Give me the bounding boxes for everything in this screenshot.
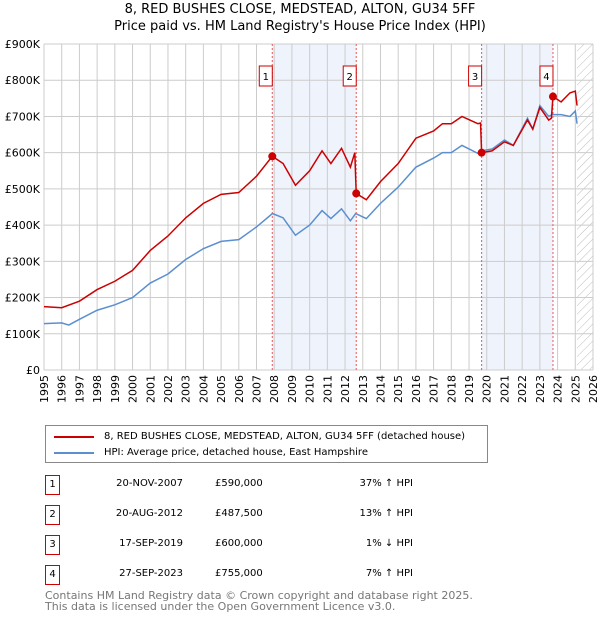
x-tick-label: 2012	[339, 375, 352, 403]
property-price-line	[43, 90, 578, 309]
shaded-period	[481, 44, 553, 370]
sale-label: 4	[543, 72, 549, 83]
sale-hpi-diff: 13% ↑ HPI	[359, 508, 413, 519]
x-tick-label: 2014	[374, 375, 387, 403]
x-tick-label: 2017	[428, 375, 441, 403]
sale-hpi-diff: 7% ↑ HPI	[365, 568, 413, 579]
x-tick-label: 2021	[498, 375, 511, 403]
sale-label-box	[468, 65, 483, 87]
sale-date: 27-SEP-2023	[119, 568, 183, 579]
sale-point	[548, 92, 557, 101]
x-tick-label: 2020	[481, 375, 494, 403]
x-tick-label: 2000	[127, 375, 140, 403]
footer-copyright: Contains HM Land Registry data © Crown c…	[45, 589, 473, 602]
x-tick-label: 2008	[268, 375, 281, 403]
sale-label-box	[342, 65, 357, 87]
y-tick-label: £300K	[5, 255, 41, 268]
x-tick-label: 2003	[180, 375, 193, 403]
x-tick-label: 1999	[109, 375, 122, 403]
sale-label: 2	[347, 72, 353, 83]
legend: 8, RED BUSHES CLOSE, MEDSTEAD, ALTON, GU…	[45, 425, 488, 463]
sale-hpi-diff: 1% ↓ HPI	[365, 538, 413, 549]
sale-label: 1	[263, 72, 269, 83]
legend-label: 8, RED BUSHES CLOSE, MEDSTEAD, ALTON, GU…	[104, 431, 466, 442]
sale-date: 20-AUG-2012	[115, 508, 183, 519]
x-tick-label: 2015	[392, 375, 405, 403]
y-tick-label: £500K	[5, 183, 41, 196]
x-tick-label: 1997	[73, 375, 86, 403]
legend-swatch-red	[54, 435, 94, 438]
x-tick-label: 2001	[144, 375, 157, 403]
x-tick-label: 2023	[534, 375, 547, 403]
sale-point	[352, 189, 361, 198]
sale-price: £755,000	[215, 568, 263, 579]
sale-label-box	[258, 65, 273, 87]
sale-label-box	[539, 65, 554, 87]
x-tick-label: 2013	[357, 375, 370, 403]
y-tick-label: £100K	[5, 328, 41, 341]
sale-number-badge: 3	[45, 535, 60, 555]
y-tick-label: £400K	[5, 219, 41, 232]
y-tick-label: £800K	[5, 74, 41, 87]
sale-point	[268, 152, 277, 161]
legend-label: HPI: Average price, detached house, East…	[104, 447, 368, 458]
footer-licence: This data is licensed under the Open Gov…	[45, 600, 396, 613]
legend-swatch-blue	[54, 451, 94, 454]
x-tick-label: 2018	[445, 375, 458, 403]
x-tick-label: 2024	[552, 375, 565, 403]
legend-item-hpi: HPI: Average price, detached house, East…	[54, 447, 368, 458]
price-chart: 1 2 3 4 1995 1996 1997 1998 1999 2000 2001 2002 2003…	[5, 38, 600, 403]
x-tick-label: 1995	[38, 375, 51, 403]
sale-date: 17-SEP-2019	[119, 538, 183, 549]
shaded-period	[272, 44, 357, 370]
x-tick-label: 2011	[321, 375, 334, 403]
sale-number-badge: 4	[45, 565, 60, 585]
x-tick-label: 2007	[251, 375, 264, 403]
x-tick-label: 1996	[56, 375, 69, 403]
sale-hpi-diff: 37% ↑ HPI	[359, 478, 413, 489]
legend-item-property: 8, RED BUSHES CLOSE, MEDSTEAD, ALTON, GU…	[54, 431, 465, 442]
forecast-hatch	[577, 44, 593, 370]
sale-price: £487,500	[215, 508, 263, 519]
x-tick-label: 2016	[410, 375, 423, 403]
x-tick-label: 2025	[569, 375, 582, 403]
chart-title: 8, RED BUSHES CLOSE, MEDSTEAD, ALTON, GU…	[124, 2, 476, 17]
sale-number-badge: 1	[45, 475, 60, 495]
x-tick-label: 1998	[91, 375, 104, 403]
x-tick-label: 2026	[587, 375, 600, 403]
x-tick-label: 2002	[162, 375, 175, 403]
y-tick-label: £200K	[5, 292, 41, 305]
sale-price: £600,000	[215, 538, 263, 549]
sale-price: £590,000	[215, 478, 263, 489]
x-tick-label: 2006	[233, 375, 246, 403]
sale-number-badge: 2	[45, 505, 60, 525]
x-tick-label: 2004	[197, 375, 210, 403]
x-tick-label: 2022	[516, 375, 529, 403]
chart-subtitle: Price paid vs. HM Land Registry's House …	[114, 19, 486, 34]
y-tick-label: £700K	[5, 110, 41, 123]
x-tick-label: 2009	[286, 375, 299, 403]
y-tick-label: £0	[26, 364, 40, 377]
sale-point	[477, 148, 486, 157]
x-tick-label: 2005	[215, 375, 228, 403]
y-tick-label: £900K	[5, 38, 41, 51]
x-tick-label: 2019	[463, 375, 476, 403]
sale-label: 3	[472, 72, 478, 83]
y-tick-label: £600K	[5, 147, 41, 160]
sale-date: 20-NOV-2007	[116, 478, 183, 489]
x-tick-label: 2010	[304, 375, 317, 403]
